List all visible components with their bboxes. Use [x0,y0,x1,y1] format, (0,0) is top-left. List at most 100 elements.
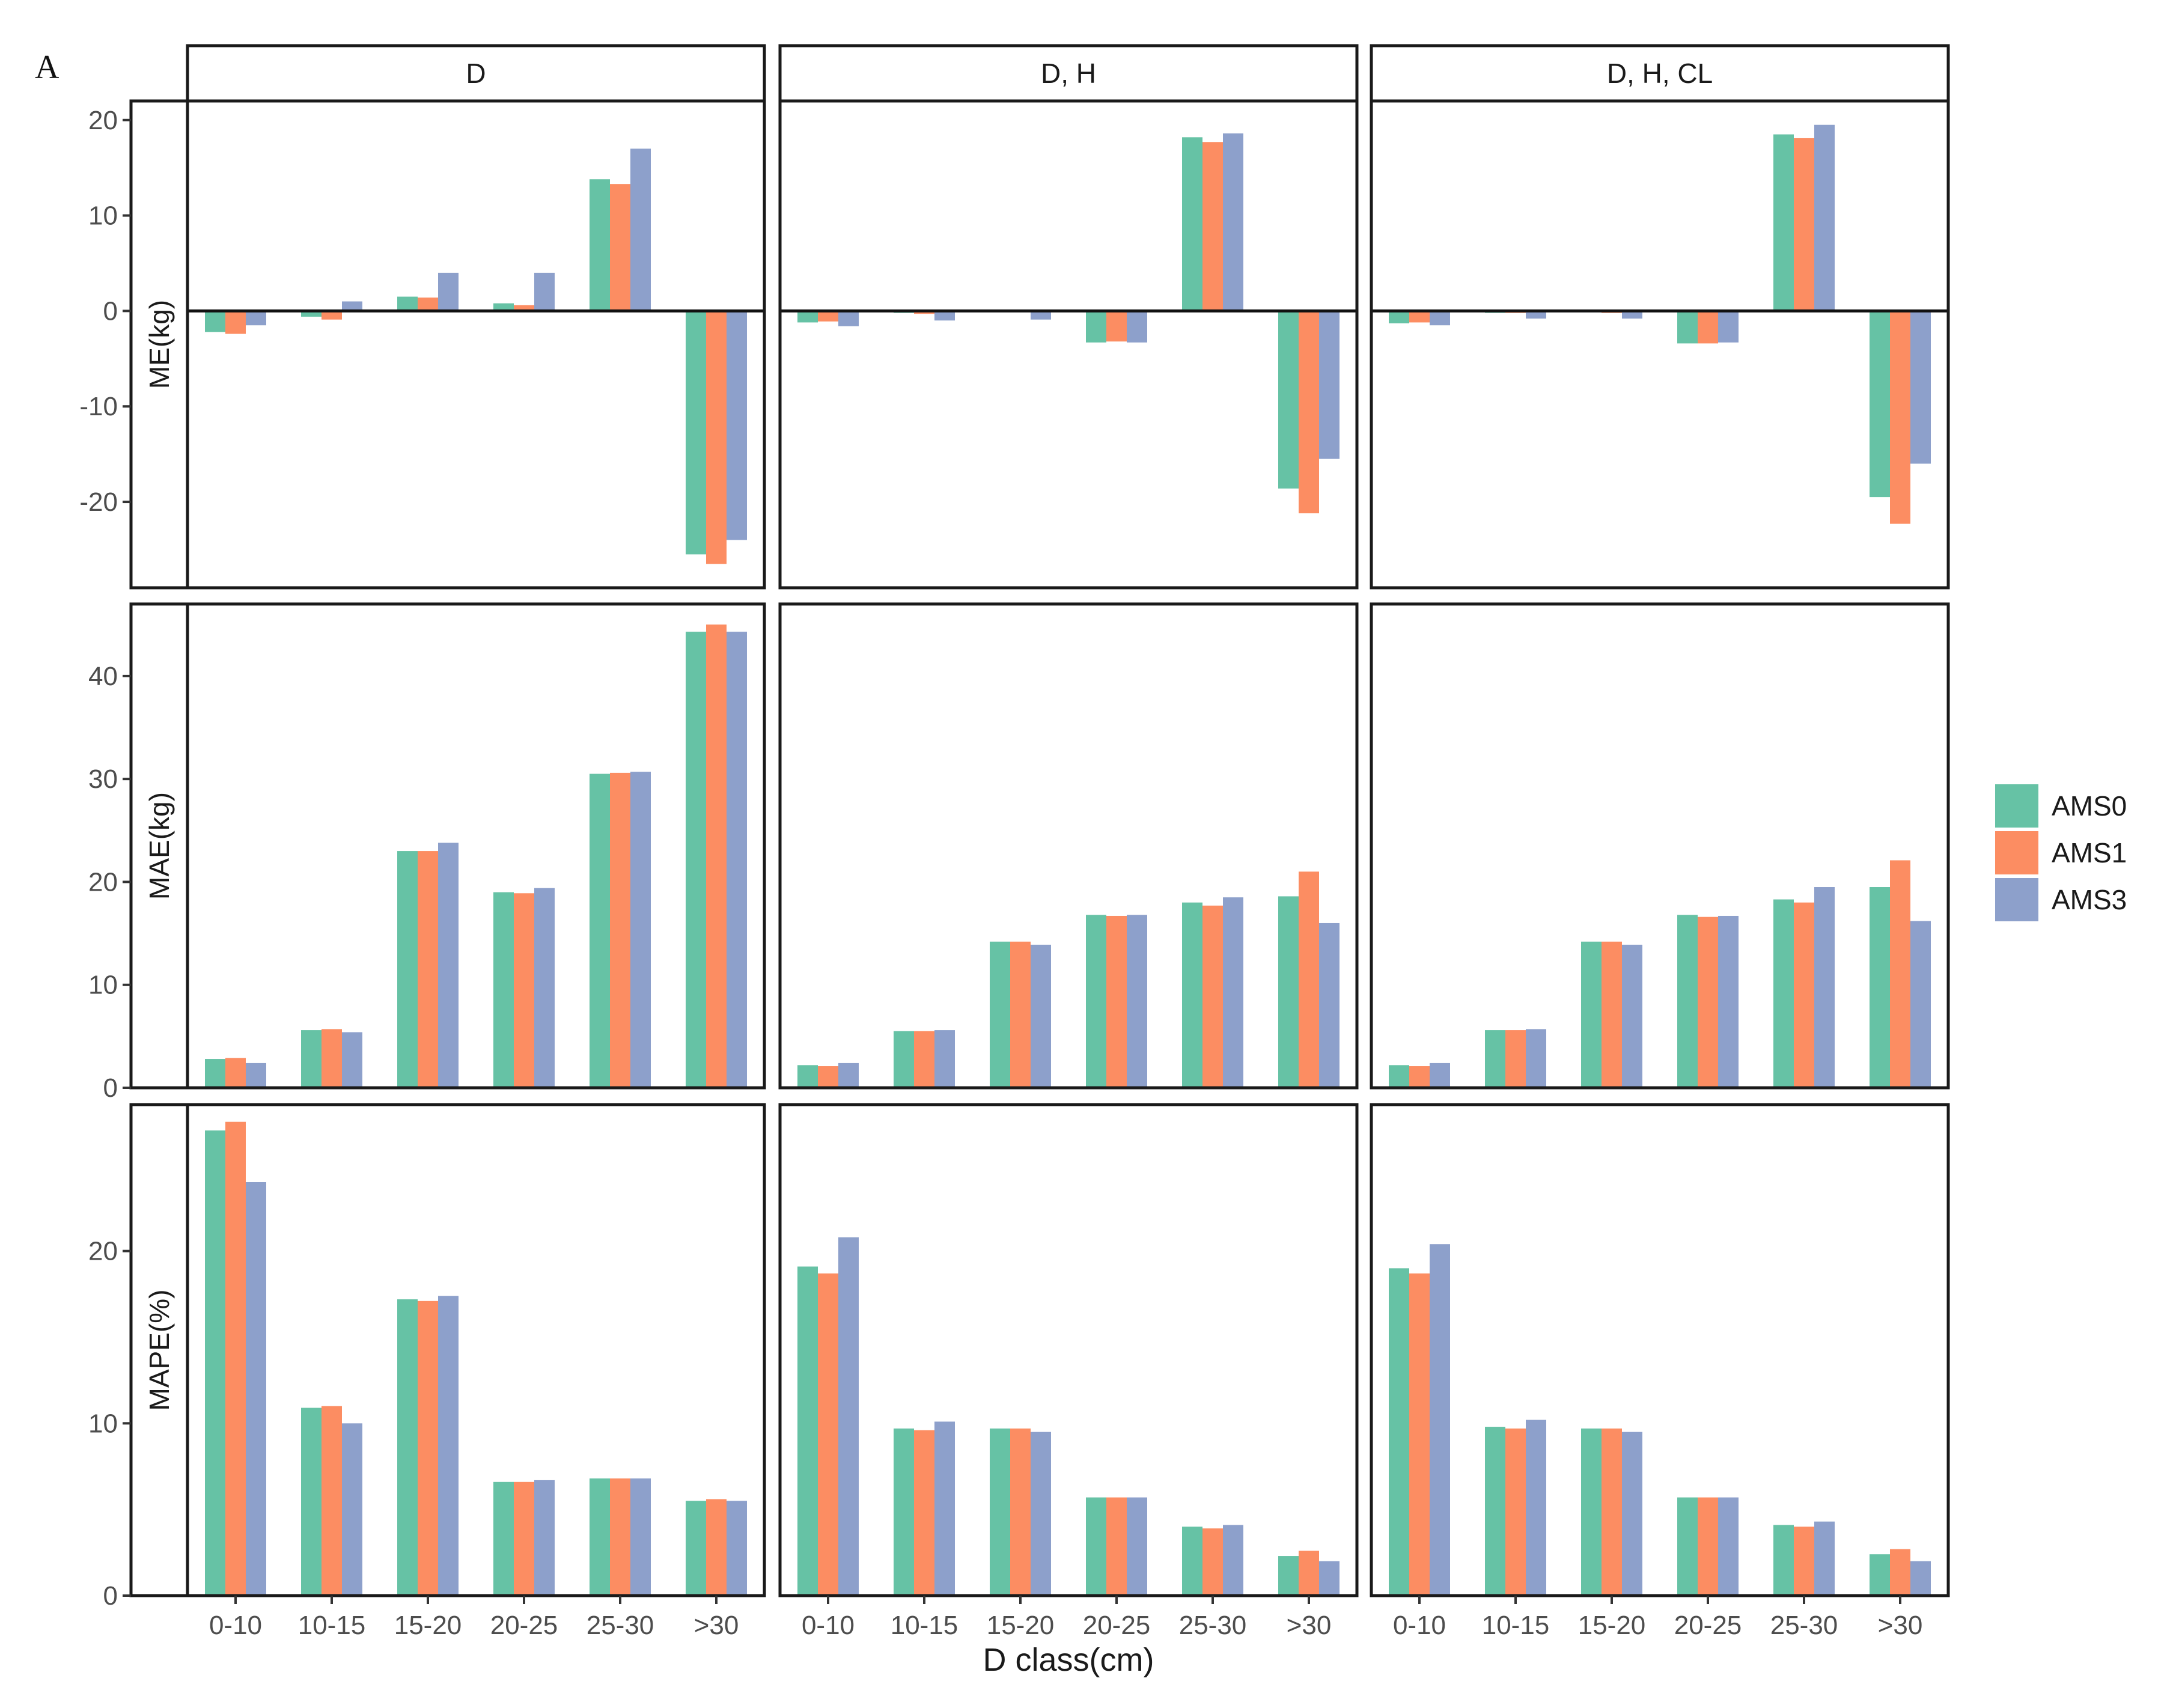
bar-ams3-25-30 [1223,133,1243,311]
bar-ams1-15-20 [1010,942,1031,1088]
bar-ams0-15-20 [397,1299,418,1596]
bar-ams0-25-30 [1182,903,1202,1088]
bar-ams1-10-15 [914,1031,934,1088]
bar-ams0-20-25 [1086,1498,1106,1596]
bar-ams3-10-15 [342,1423,362,1596]
bar-ams1-30 [706,1499,727,1596]
bar-ams0-20-25 [1086,915,1106,1088]
bar-ams0-15-20 [990,1429,1010,1596]
bar-ams3-15-20 [438,843,459,1088]
bar-ams1-20-25 [514,1482,534,1596]
bar-ams3-30 [1910,921,1931,1088]
panel-background [1371,1105,1948,1596]
bar-ams1-20-25 [1698,311,1718,343]
bar-ams3-20-25 [534,273,555,311]
bar-ams0-10-15 [894,1031,914,1088]
x-tick-label: 10-15 [298,1611,366,1640]
bar-ams3-0-10 [246,311,266,325]
bar-ams3-25-30 [1814,1522,1835,1596]
bar-ams1-25-30 [1794,1527,1814,1596]
bar-ams3-20-25 [534,888,555,1088]
bar-ams3-30 [1910,1561,1931,1596]
x-axis-label: D class(cm) [983,1642,1154,1678]
facet-row-strip-mape: MAPE(%) [131,1105,187,1596]
bar-ams3-10-15 [934,1421,955,1596]
bar-ams3-25-30 [1223,1525,1243,1596]
x-tick-label: 25-30 [1770,1611,1838,1640]
bar-ams0-0-10 [797,1266,818,1596]
bar-ams3-20-25 [1127,915,1147,1088]
bar-ams3-30 [1319,1561,1340,1596]
bar-ams1-25-30 [610,773,630,1088]
bar-ams3-25-30 [1814,887,1835,1088]
bar-ams0-25-30 [1773,1525,1794,1596]
panel-background [780,604,1357,1088]
x-tick-label: 20-25 [1674,1611,1742,1640]
bar-ams0-30 [686,1501,706,1596]
bar-ams0-25-30 [590,774,610,1088]
bar-ams3-20-25 [534,1480,555,1596]
bar-ams0-20-25 [1677,915,1698,1088]
y-tick-label: 10 [88,201,118,231]
bar-ams0-0-10 [1389,1268,1409,1596]
bar-ams0-15-20 [397,851,418,1088]
legend-swatch-ams3 [1995,878,2038,921]
bar-ams1-15-20 [1602,1429,1622,1596]
panel-mae-kg-d-h-cl [1371,604,1948,1088]
bar-ams3-10-15 [342,1032,362,1088]
panel-background [780,101,1357,588]
y-tick-label: 0 [103,1581,118,1611]
bar-ams0-0-10 [205,1059,225,1088]
bar-ams3-30 [727,632,747,1088]
bar-ams0-10-15 [894,1429,914,1596]
x-tick-label: 25-30 [1179,1611,1247,1640]
bar-ams1-30 [1890,1549,1910,1596]
bar-ams1-20-25 [1698,917,1718,1088]
bar-ams3-20-25 [1718,916,1739,1088]
bar-ams1-0-10 [1409,311,1430,322]
panel-me-kg-d-h [780,101,1357,588]
x-tick-label: 0-10 [1393,1611,1446,1640]
y-tick-label: 40 [88,662,118,691]
bar-ams1-15-20 [418,851,438,1088]
bar-ams0-25-30 [1773,135,1794,311]
y-tick-label: 0 [103,296,118,326]
bar-ams1-30 [1299,1551,1319,1596]
legend-swatch-ams1 [1995,831,2038,874]
y-tick-label: 20 [88,867,118,897]
bar-ams1-0-10 [225,1122,246,1596]
bar-ams1-0-10 [225,311,246,334]
bar-ams3-0-10 [1430,1063,1450,1088]
legend-label-ams0: AMS0 [2052,790,2127,822]
bar-ams0-0-10 [1389,311,1409,323]
bar-ams3-15-20 [1031,945,1051,1088]
x-tick-label: 10-15 [1482,1611,1550,1640]
y-tick-label: 10 [88,971,118,1000]
panel-background [187,1105,764,1596]
bar-ams1-0-10 [818,1066,838,1088]
bar-ams3-30 [1910,311,1931,463]
bar-ams1-15-20 [418,297,438,311]
bar-ams3-25-30 [630,148,651,311]
panel-mape-d-h-cl [1371,1105,1948,1596]
bar-ams3-0-10 [838,1063,859,1088]
bar-ams3-25-30 [630,1478,651,1596]
bar-ams1-0-10 [818,311,838,321]
x-tick-label: 10-15 [891,1611,959,1640]
y-tick-label: 20 [88,1237,118,1266]
bar-ams3-0-10 [838,311,859,326]
bar-ams3-10-15 [1526,1420,1546,1596]
bar-ams0-20-25 [493,1482,514,1596]
y-tick-label: -20 [79,487,118,517]
bar-ams1-0-10 [818,1273,838,1596]
bar-ams1-10-15 [1505,1030,1526,1088]
bar-ams1-10-15 [322,1029,342,1088]
y-tick-label: 30 [88,764,118,794]
bar-ams1-25-30 [1202,906,1223,1088]
bar-ams3-10-15 [1526,1029,1546,1088]
bar-ams3-15-20 [438,273,459,311]
bar-ams1-20-25 [514,893,534,1088]
